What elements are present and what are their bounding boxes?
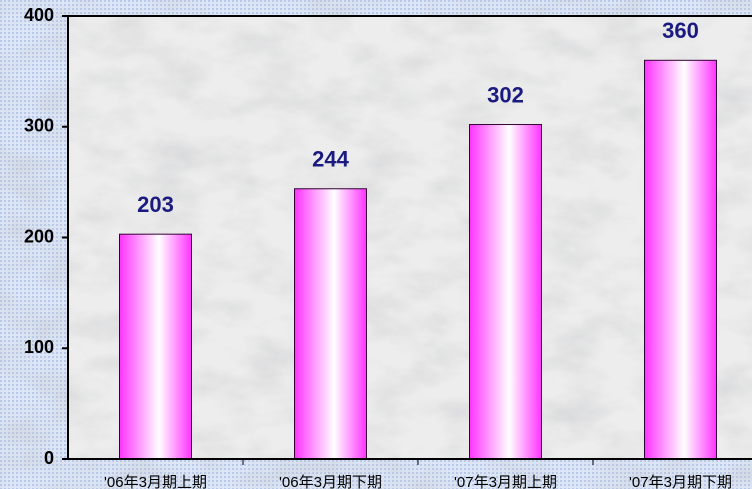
bar (294, 188, 367, 460)
x-tick-label: '06年3月期上期 (104, 474, 207, 489)
value-label: 360 (662, 18, 699, 43)
x-tick-label: '06年3月期下期 (279, 474, 382, 489)
bar (119, 233, 192, 460)
x-tick-label: '07年3月期上期 (454, 474, 557, 489)
value-label: 203 (137, 192, 174, 217)
value-label: 244 (312, 147, 349, 172)
value-label: 302 (487, 82, 524, 107)
bar (469, 124, 542, 460)
bar (644, 59, 717, 460)
y-tick-label: 200 (24, 226, 54, 246)
y-tick-label: 400 (24, 5, 54, 25)
y-tick-label: 300 (24, 116, 54, 136)
y-tick-label: 100 (24, 337, 54, 357)
x-tick-label: '07年3月期下期 (629, 474, 732, 489)
y-tick-label: 0 (44, 448, 54, 468)
